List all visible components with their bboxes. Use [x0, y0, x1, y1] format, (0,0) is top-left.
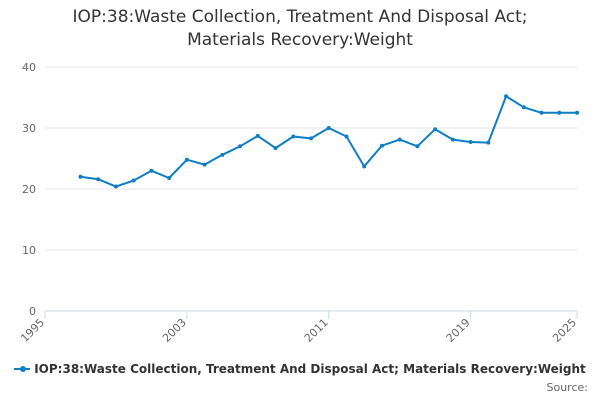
source-label: Source:: [546, 381, 589, 394]
data-point[interactable]: [397, 137, 402, 142]
chart-title-line-1: IOP:38:Waste Collection, Treatment And D…: [72, 7, 528, 27]
y-tick-label: 40: [22, 61, 36, 74]
x-tick-label: 1995: [18, 316, 47, 345]
data-point[interactable]: [539, 110, 544, 115]
y-tick-label: 30: [22, 122, 36, 135]
data-point[interactable]: [521, 105, 526, 110]
data-point[interactable]: [167, 176, 172, 181]
legend[interactable]: IOP:38:Waste Collection, Treatment And D…: [0, 362, 600, 376]
data-point[interactable]: [149, 168, 154, 173]
data-point[interactable]: [486, 140, 491, 145]
data-point[interactable]: [468, 140, 473, 145]
data-point[interactable]: [96, 177, 101, 182]
data-point[interactable]: [575, 110, 579, 115]
data-point[interactable]: [362, 164, 367, 169]
y-tick-label: 0: [29, 305, 36, 318]
data-point[interactable]: [291, 134, 296, 139]
data-point[interactable]: [415, 144, 420, 149]
data-point[interactable]: [78, 174, 83, 179]
data-point[interactable]: [238, 144, 243, 149]
x-tick-label: 2019: [444, 316, 473, 345]
legend-series-marker-icon: [14, 364, 31, 374]
data-point[interactable]: [220, 152, 225, 157]
data-point[interactable]: [184, 157, 189, 162]
data-point[interactable]: [326, 126, 331, 130]
x-tick-label: 2025: [550, 316, 579, 345]
data-point[interactable]: [273, 146, 278, 151]
data-point[interactable]: [450, 137, 455, 142]
data-point[interactable]: [379, 143, 384, 148]
data-point[interactable]: [504, 94, 509, 99]
data-point[interactable]: [113, 184, 118, 189]
y-tick-label: 10: [22, 244, 36, 257]
data-point[interactable]: [344, 134, 349, 139]
y-axis-labels: 0 10 20 30 40: [22, 61, 36, 318]
series-layer: [78, 94, 579, 189]
legend-series-label[interactable]: IOP:38:Waste Collection, Treatment And D…: [34, 362, 586, 376]
chart-title: IOP:38:Waste Collection, Treatment And D…: [0, 6, 600, 52]
y-tick-label: 20: [22, 183, 36, 196]
x-tick-label: 2011: [302, 316, 331, 345]
data-point[interactable]: [309, 136, 313, 141]
grid-lines: [45, 66, 577, 251]
legend-dot: [20, 366, 27, 372]
data-point[interactable]: [131, 178, 136, 183]
x-axis-labels: 1995 2003 2011 2019 2025: [18, 316, 579, 345]
chart-title-line-2: Materials Recovery:Weight: [187, 30, 413, 50]
data-point[interactable]: [202, 162, 207, 167]
data-point[interactable]: [255, 133, 260, 138]
x-tick-label: 2003: [160, 316, 189, 345]
series-line[interactable]: [79, 95, 578, 188]
data-point[interactable]: [557, 110, 562, 115]
data-point[interactable]: [433, 127, 438, 132]
x-axis: [44, 310, 578, 319]
